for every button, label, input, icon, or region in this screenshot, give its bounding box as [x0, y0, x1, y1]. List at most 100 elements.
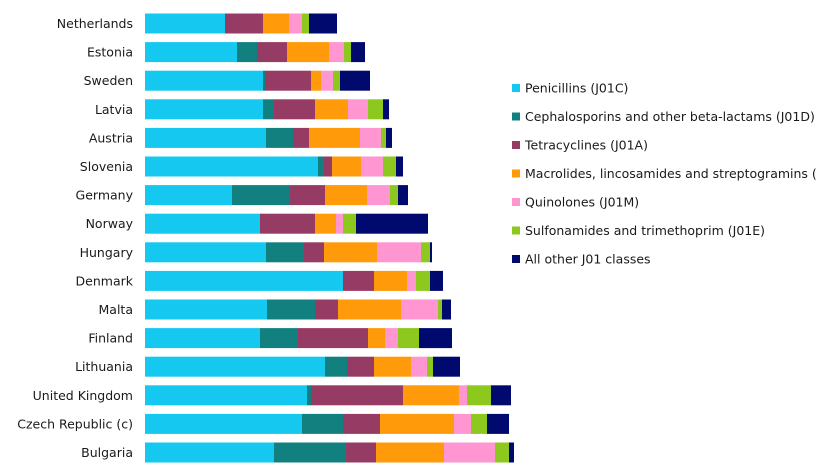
legend-swatch-7: [512, 255, 520, 263]
bar-segment-united-kingdom-series-7: [491, 385, 511, 406]
bar-segment-lithuania-series-2: [325, 356, 347, 377]
category-label-czech-republic-c: Czech Republic (c): [17, 416, 133, 431]
legend-label-6: Sulfonamides and trimethoprim (J01E): [525, 223, 765, 238]
bar-segment-germany-series-2: [232, 185, 290, 206]
category-label-sweden: Sweden: [84, 73, 133, 88]
bar-segment-latvia-series-7: [383, 99, 389, 120]
category-label-latvia: Latvia: [95, 102, 133, 117]
bar-segment-denmark-series-4: [374, 270, 407, 291]
bar-segment-czech-republic-c-series-3: [343, 413, 380, 434]
bar-segment-slovenia-series-4: [332, 156, 361, 177]
bar-segment-netherlands-series-7: [309, 13, 337, 34]
bar-segment-sweden-series-3: [265, 70, 311, 91]
bar-segment-czech-republic-c-series-4: [380, 413, 454, 434]
bar-segment-estonia-series-7: [351, 42, 365, 63]
bar-segment-norway-series-7: [356, 213, 428, 234]
bar-segment-sweden-series-7: [340, 70, 370, 91]
category-label-slovenia: Slovenia: [80, 159, 133, 174]
bar-segment-finland-series-2: [260, 328, 298, 349]
bar-segment-united-kingdom-series-1: [145, 385, 307, 406]
category-label-denmark: Denmark: [76, 273, 134, 288]
bar-segment-germany-series-4: [325, 185, 367, 206]
legend-swatch-4: [512, 169, 520, 178]
legend-label-4: Macrolides, lincosamides and streptogram…: [525, 166, 817, 181]
bar-segment-netherlands-series-3: [225, 13, 263, 34]
bar-segment-hungary-series-5: [377, 242, 421, 263]
bar-segment-sweden-series-1: [145, 70, 263, 91]
bar-segment-united-kingdom-series-4: [403, 385, 459, 406]
bar-segment-malta-series-1: [145, 299, 267, 320]
bar-segment-czech-republic-c-series-2: [302, 413, 343, 434]
bar-segment-hungary-series-6: [421, 242, 430, 263]
bar-segment-denmark-series-6: [416, 270, 430, 291]
bar-segment-austria-series-4: [309, 127, 360, 148]
category-label-netherlands: Netherlands: [57, 16, 133, 31]
bar-segment-slovenia-series-6: [383, 156, 396, 177]
bar-segment-germany-series-1: [145, 185, 232, 206]
bar-segment-hungary-series-4: [324, 242, 377, 263]
category-label-germany: Germany: [76, 188, 134, 203]
category-label-united-kingdom: United Kingdom: [33, 388, 133, 403]
legend-label-1: Penicillins (J01C): [525, 81, 628, 96]
bar-segment-estonia-series-3: [257, 42, 287, 63]
category-labels: Netherlands Estonia Sweden Latvia Austria Slo…: [17, 16, 134, 460]
category-label-bulgaria: Bulgaria: [81, 445, 133, 460]
bar-segment-denmark-series-5: [407, 270, 416, 291]
bar-segment-lithuania-series-5: [411, 356, 427, 377]
legend-label-3: Tetracyclines (J01A): [524, 138, 648, 153]
bar-segment-latvia-series-1: [145, 99, 263, 120]
bar-segment-germany-series-3: [290, 185, 325, 206]
bar-segment-austria-series-3: [293, 127, 309, 148]
bar-segment-hungary-series-1: [145, 242, 266, 263]
bar-segment-finland-series-6: [398, 328, 419, 349]
bar-segment-slovenia-series-3: [324, 156, 332, 177]
bar-segment-bulgaria-series-7: [509, 442, 514, 463]
bar-segment-finland-series-4: [368, 328, 385, 349]
bar-segment-norway-series-6: [343, 213, 356, 234]
bar-segment-malta-series-2: [267, 299, 315, 320]
bar-segment-finland-series-5: [385, 328, 398, 349]
bar-segment-czech-republic-c-series-5: [454, 413, 471, 434]
category-label-hungary: Hungary: [80, 245, 134, 260]
legend-swatch-1: [512, 84, 520, 92]
bar-segment-latvia-series-4: [315, 99, 348, 120]
bar-segment-estonia-series-2: [237, 42, 257, 63]
category-label-lithuania: Lithuania: [75, 359, 133, 374]
legend-swatch-5: [512, 198, 520, 206]
bar-segment-lithuania-series-7: [433, 356, 460, 377]
bar-segment-estonia-series-5: [329, 42, 344, 63]
bar-segment-malta-series-5: [401, 299, 438, 320]
bar-segment-estonia-series-1: [145, 42, 237, 63]
bar-segment-lithuania-series-4: [374, 356, 411, 377]
bar-segment-latvia-series-5: [348, 99, 368, 120]
bar-segment-austria-series-7: [386, 127, 392, 148]
bar-segment-sweden-series-6: [333, 70, 340, 91]
category-label-estonia: Estonia: [87, 45, 133, 60]
bar-segment-latvia-series-2: [263, 99, 274, 120]
bar-segment-netherlands-series-1: [145, 13, 225, 34]
bar-segment-czech-republic-c-series-6: [471, 413, 487, 434]
bar-segment-slovenia-series-7: [396, 156, 403, 177]
bar-segment-norway-series-4: [315, 213, 336, 234]
legend-swatch-2: [512, 112, 520, 121]
bar-segment-bulgaria-series-2: [274, 442, 346, 463]
bar-segment-norway-series-5: [336, 213, 343, 234]
category-label-austria: Austria: [89, 130, 133, 145]
legend-label-5: Quinolones (J01M): [525, 195, 639, 210]
bar-segment-malta-series-4: [338, 299, 401, 320]
bar-segment-denmark-series-7: [430, 270, 443, 291]
bar-segment-malta-series-3: [315, 299, 338, 320]
category-label-norway: Norway: [86, 216, 134, 231]
legend-label-2: Cephalosporins and other beta-lactams (J…: [525, 109, 815, 124]
bar-segment-united-kingdom-series-5: [459, 385, 467, 406]
bar-segment-netherlands-series-5: [289, 13, 302, 34]
bar-segment-czech-republic-c-series-1: [145, 413, 302, 434]
legend: Penicillins (J01C) Cephalosporins and oth…: [512, 81, 817, 267]
bar-segment-slovenia-series-1: [145, 156, 318, 177]
legend-swatch-6: [512, 226, 520, 235]
bar-segment-norway-series-1: [145, 213, 260, 234]
category-label-malta: Malta: [99, 302, 133, 317]
bar-segment-sweden-series-4: [311, 70, 321, 91]
bar-segment-united-kingdom-series-6: [467, 385, 491, 406]
